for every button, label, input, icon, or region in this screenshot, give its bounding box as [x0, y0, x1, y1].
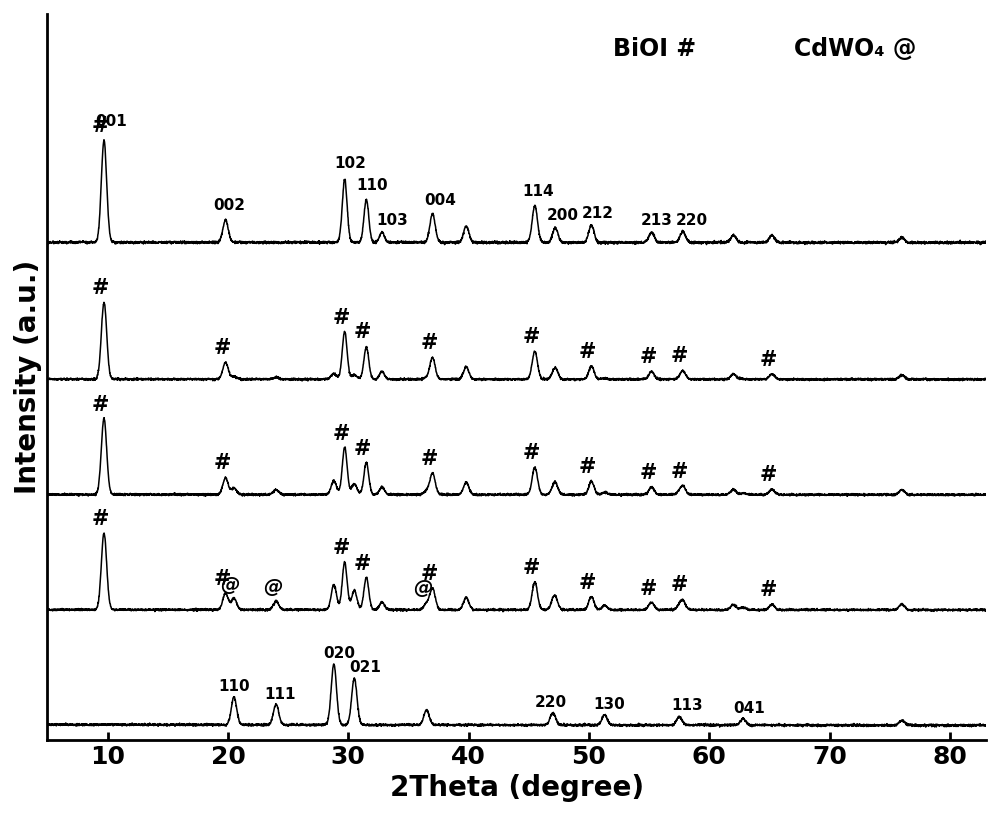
Text: #: # — [354, 439, 371, 459]
Text: @: @ — [413, 579, 433, 598]
Text: #: # — [354, 554, 371, 574]
Text: CdWO₄ @: CdWO₄ @ — [794, 37, 916, 61]
Text: #: # — [332, 424, 350, 444]
Text: #: # — [579, 573, 596, 592]
Text: #: # — [760, 580, 777, 601]
Text: 102: 102 — [334, 157, 366, 171]
Text: #: # — [579, 457, 596, 477]
Text: 130: 130 — [594, 697, 626, 712]
Text: #: # — [760, 350, 777, 370]
Text: #: # — [420, 564, 438, 584]
Text: 020: 020 — [323, 646, 355, 661]
Text: #: # — [213, 569, 231, 589]
Text: 110: 110 — [218, 679, 250, 694]
Text: #: # — [332, 308, 350, 328]
Text: @: @ — [263, 578, 282, 596]
Text: 001: 001 — [96, 114, 127, 129]
Text: 041: 041 — [733, 701, 765, 716]
Text: #: # — [639, 347, 657, 366]
Text: 021: 021 — [350, 659, 381, 675]
Text: #: # — [671, 346, 688, 366]
Text: #: # — [671, 462, 688, 481]
Text: #: # — [92, 278, 109, 298]
Text: 103: 103 — [376, 214, 408, 228]
Text: #: # — [523, 327, 540, 348]
Text: #: # — [92, 509, 109, 529]
Text: #: # — [639, 579, 657, 599]
Text: @: @ — [221, 575, 240, 595]
Text: 004: 004 — [424, 193, 456, 208]
Text: #: # — [523, 558, 540, 578]
Text: 213: 213 — [641, 213, 673, 228]
Text: #: # — [332, 538, 350, 558]
Text: 220: 220 — [535, 695, 567, 711]
Text: 002: 002 — [214, 197, 246, 213]
X-axis label: 2Theta (degree): 2Theta (degree) — [390, 774, 644, 802]
Text: 110: 110 — [357, 178, 388, 193]
Text: #: # — [213, 453, 231, 473]
Text: 200: 200 — [547, 208, 579, 223]
Text: #: # — [420, 449, 438, 469]
Text: #: # — [639, 463, 657, 483]
Text: #: # — [92, 116, 109, 135]
Text: 114: 114 — [523, 184, 554, 199]
Text: #: # — [92, 395, 109, 415]
Text: #: # — [354, 322, 371, 343]
Text: #: # — [213, 338, 231, 357]
Text: #: # — [760, 465, 777, 486]
Text: 212: 212 — [582, 206, 614, 221]
Text: 220: 220 — [676, 213, 708, 228]
Text: BiOI #: BiOI # — [613, 37, 696, 61]
Text: #: # — [579, 342, 596, 362]
Text: #: # — [420, 334, 438, 353]
Text: 111: 111 — [264, 686, 296, 702]
Y-axis label: Intensity (a.u.): Intensity (a.u.) — [14, 259, 42, 494]
Text: #: # — [671, 575, 688, 595]
Text: 113: 113 — [671, 698, 702, 713]
Text: #: # — [523, 443, 540, 463]
